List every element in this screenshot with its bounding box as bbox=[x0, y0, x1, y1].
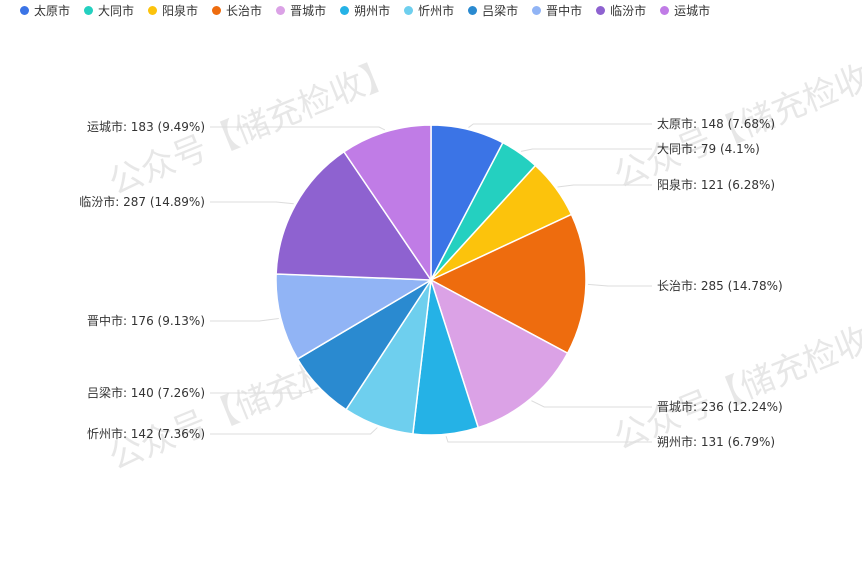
legend-item[interactable]: 运城市 bbox=[660, 2, 710, 19]
legend-item[interactable]: 吕梁市 bbox=[468, 2, 518, 19]
chart-legend: 太原市 大同市 阳泉市 长治市 晋城市 朔州市 忻州市 吕梁市 晋中市 临汾市 运城市 bbox=[0, 0, 710, 20]
pie-slice[interactable] bbox=[342, 124, 432, 283]
legend-swatch bbox=[340, 5, 350, 15]
legend-label: 朔州市 bbox=[354, 3, 391, 18]
data-labels: 太原市: 148 (7.68%) 大同市: 79 (4.1%) 阳泉市: 121 (… bbox=[79, 116, 782, 449]
legend-label: 忻州市 bbox=[418, 3, 455, 18]
legend-swatch bbox=[596, 5, 606, 15]
legend-swatch bbox=[20, 5, 29, 15]
legend-label: 阳泉市 bbox=[162, 3, 199, 18]
legend-label: 太原市 bbox=[34, 3, 71, 18]
legend-label: 吕梁市 bbox=[482, 3, 519, 18]
leader-line bbox=[210, 126, 386, 131]
legend-item[interactable]: 阳泉市 bbox=[148, 2, 198, 19]
pie-slice[interactable] bbox=[275, 273, 434, 360]
leader-line bbox=[210, 317, 279, 322]
legend-item[interactable]: 临汾市 bbox=[596, 2, 646, 19]
data-label: 临汾市: 287 (14.89%) bbox=[79, 194, 205, 209]
data-label: 朔州市: 131 (6.79%) bbox=[657, 434, 775, 449]
leader-line bbox=[210, 201, 294, 205]
legend-item[interactable]: 朔州市 bbox=[340, 2, 390, 19]
legend-label: 晋中市 bbox=[546, 3, 583, 18]
leader-line bbox=[210, 427, 378, 435]
leader-line bbox=[210, 387, 318, 394]
legend-label: 长治市 bbox=[226, 3, 263, 18]
pie-slices bbox=[275, 124, 587, 436]
legend-label: 大同市 bbox=[98, 3, 135, 18]
data-label: 阳泉市: 121 (6.28%) bbox=[657, 177, 775, 192]
legend-swatch bbox=[404, 5, 414, 15]
legend-item[interactable]: 晋城市 bbox=[276, 2, 326, 19]
data-label: 太原市: 148 (7.68%) bbox=[657, 116, 775, 131]
data-label: 晋中市: 176 (9.13%) bbox=[87, 313, 205, 328]
data-label: 吕梁市: 140 (7.26%) bbox=[87, 385, 205, 400]
pie-slice[interactable] bbox=[429, 213, 587, 355]
legend-item[interactable]: 大同市 bbox=[84, 2, 134, 19]
legend-label: 晋城市 bbox=[290, 3, 327, 18]
leader-line bbox=[531, 400, 652, 408]
legend-swatch bbox=[84, 5, 94, 15]
legend-item[interactable]: 晋中市 bbox=[532, 2, 582, 19]
data-label: 长治市: 285 (14.78%) bbox=[657, 278, 783, 293]
legend-swatch bbox=[660, 5, 670, 15]
leader-line bbox=[468, 123, 652, 128]
label-leader-lines bbox=[210, 123, 652, 443]
data-label: 忻州市: 142 (7.36%) bbox=[87, 426, 205, 441]
legend-swatch bbox=[212, 5, 222, 15]
legend-item[interactable]: 太原市 bbox=[20, 2, 70, 19]
leader-line bbox=[520, 148, 652, 152]
legend-label: 临汾市 bbox=[610, 3, 647, 18]
legend-item[interactable]: 长治市 bbox=[212, 2, 262, 19]
legend-item[interactable]: 忻州市 bbox=[404, 2, 454, 19]
data-label: 运城市: 183 (9.49%) bbox=[87, 119, 205, 134]
data-label: 晋城市: 236 (12.24%) bbox=[657, 399, 783, 414]
legend-label: 运城市 bbox=[674, 3, 711, 18]
legend-swatch bbox=[148, 5, 158, 15]
legend-swatch bbox=[276, 5, 286, 15]
pie-slice[interactable] bbox=[275, 150, 433, 281]
legend-swatch bbox=[468, 5, 478, 15]
pie-slice[interactable] bbox=[429, 278, 569, 429]
leader-line bbox=[445, 436, 652, 443]
data-label: 大同市: 79 (4.1%) bbox=[657, 141, 760, 156]
legend-swatch bbox=[532, 5, 542, 15]
leader-line bbox=[557, 184, 652, 188]
leader-line bbox=[587, 283, 652, 287]
